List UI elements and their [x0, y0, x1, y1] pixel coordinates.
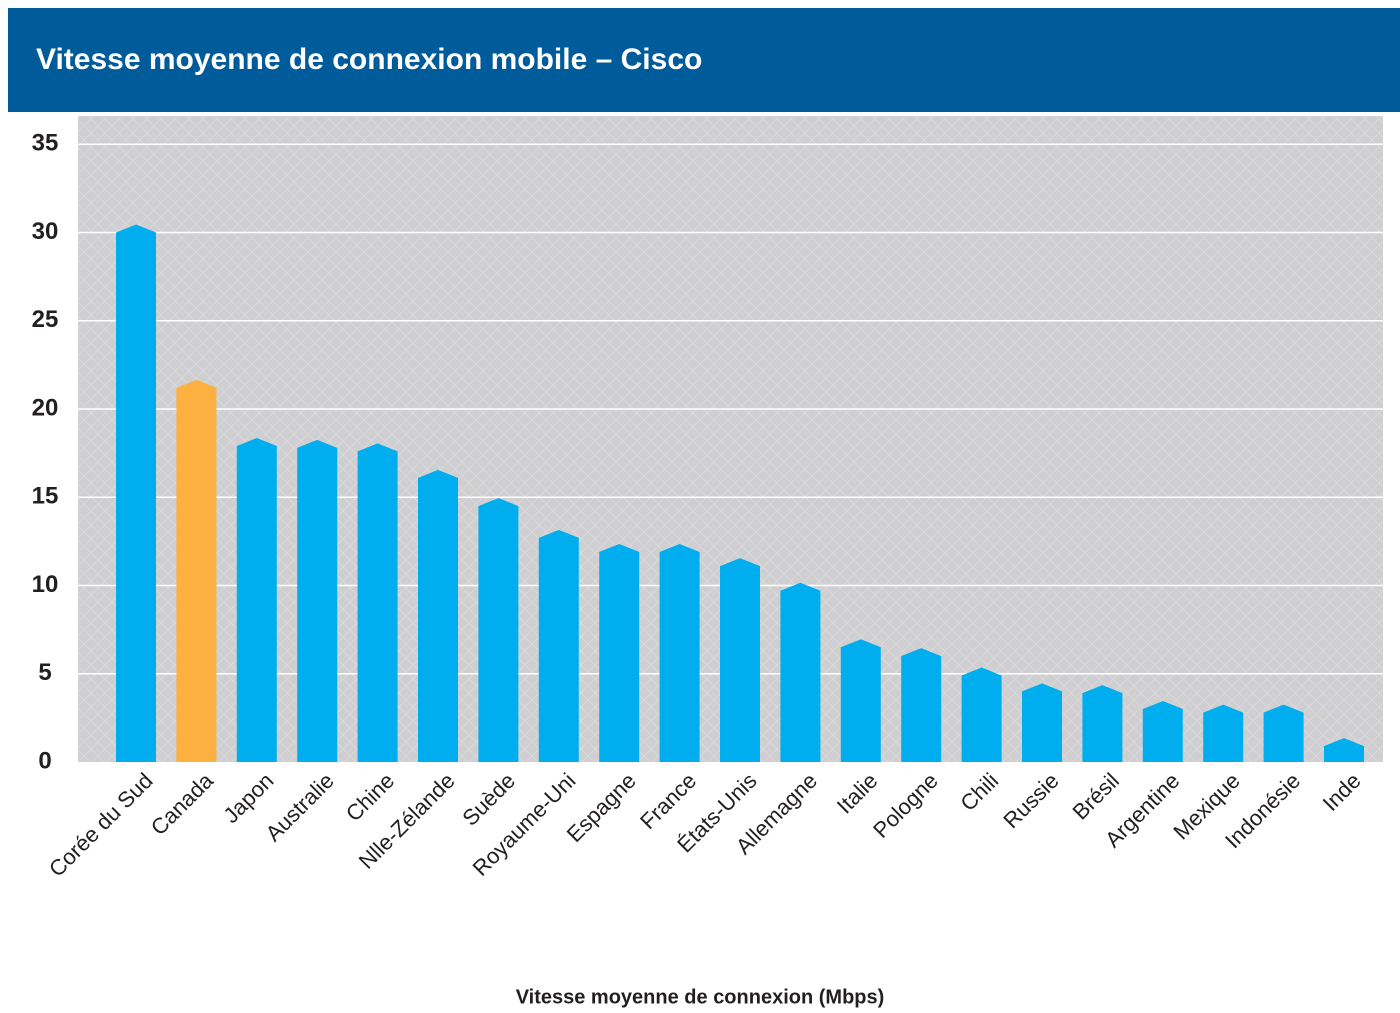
bar — [1142, 701, 1183, 762]
y-tick-label: 25 — [32, 306, 59, 333]
bar — [659, 543, 700, 762]
bar — [780, 582, 821, 762]
y-tick-label: 35 — [32, 130, 59, 157]
bar — [418, 469, 458, 762]
bar — [1022, 683, 1062, 762]
x-tick-label: Chili — [955, 768, 1003, 816]
bar — [1324, 738, 1364, 762]
bar — [478, 498, 519, 762]
bar — [116, 224, 156, 762]
bar — [1203, 704, 1244, 762]
bar — [720, 558, 760, 762]
bar — [840, 639, 881, 762]
y-tick-label: 10 — [32, 571, 59, 598]
x-tick-label: Canada — [146, 767, 219, 840]
x-axis-label: Vitesse moyenne de connexion (Mbps) — [516, 986, 885, 1008]
x-tick-label: Russie — [998, 768, 1063, 833]
bar — [961, 667, 1002, 762]
chart-title: Vitesse moyenne de connexion mobile – Ci… — [36, 43, 702, 76]
y-tick-label: 0 — [38, 747, 51, 774]
x-tick-label: Brésil — [1067, 768, 1124, 825]
y-tick-label: 30 — [32, 218, 59, 245]
bar — [599, 543, 640, 762]
y-tick-label: 20 — [32, 394, 59, 421]
bar — [901, 648, 942, 762]
y-tick-label: 15 — [32, 483, 59, 510]
bar — [357, 443, 398, 762]
x-tick-label: Pologne — [868, 768, 943, 843]
title-banner — [8, 8, 1400, 112]
y-tick-label: 5 — [38, 659, 51, 686]
x-tick-label: Inde — [1318, 768, 1366, 816]
bar — [297, 439, 338, 762]
bar — [538, 529, 579, 762]
bar — [176, 379, 217, 762]
x-tick-label: Chine — [341, 768, 399, 826]
bar — [1263, 704, 1304, 762]
bar — [1082, 685, 1123, 762]
x-tick-label: Italie — [832, 768, 883, 819]
bar — [236, 438, 277, 762]
x-tick-label: Corée du Sud — [44, 768, 158, 882]
